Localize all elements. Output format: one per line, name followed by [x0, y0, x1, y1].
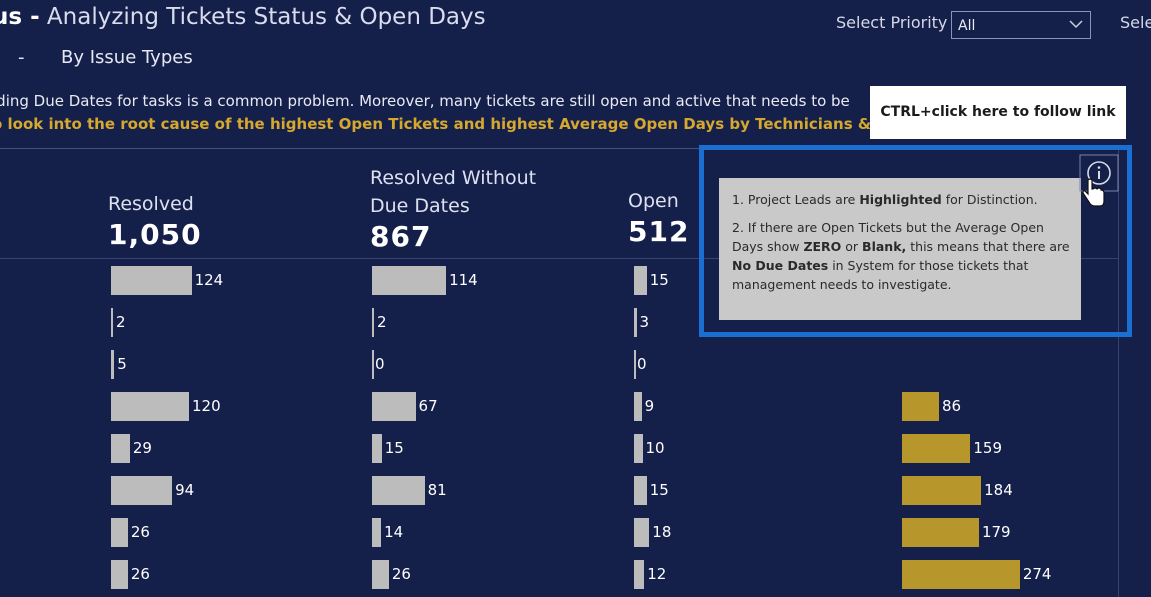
bar-resolved-without-due — [372, 350, 374, 379]
bar-value-label: 0 — [375, 355, 385, 373]
bar-value-label: 18 — [652, 523, 672, 541]
bar-value-label: 159 — [973, 439, 1002, 457]
bar-resolved — [111, 308, 113, 337]
bar-resolved — [111, 266, 192, 295]
bar-value-label: 2 — [116, 313, 126, 331]
priority-select[interactable]: All — [951, 11, 1091, 39]
bar-open — [634, 560, 645, 589]
bar-value-label: 124 — [194, 271, 224, 289]
bar-value-label: 94 — [175, 481, 195, 499]
hand-pointer-icon — [1082, 178, 1106, 214]
kpi-divider — [0, 258, 1118, 259]
bar-value-label: 15 — [384, 439, 404, 457]
bar-resolved-without-due — [372, 266, 447, 295]
page-title-bold: us - — [0, 4, 40, 30]
kpi-resolved-label: Resolved — [108, 193, 194, 215]
bar-resolved-without-due — [372, 392, 416, 421]
bar-value-label: 184 — [984, 481, 1013, 499]
link-tooltip: CTRL+click here to follow link — [870, 86, 1126, 139]
bar-resolved — [111, 560, 128, 589]
bar-value-label: 29 — [132, 439, 152, 457]
header-divider — [0, 148, 1118, 149]
bar-value-label: 12 — [647, 565, 667, 583]
bar-value-label: 26 — [130, 523, 150, 541]
bar-value-label: 14 — [384, 523, 404, 541]
bar-open — [634, 266, 647, 295]
bar-open — [634, 434, 643, 463]
description-line-2: o look into the root cause of the highes… — [0, 115, 908, 133]
bar-resolved — [111, 434, 130, 463]
bar-resolved-without-due — [372, 308, 374, 337]
chevron-down-icon — [1069, 20, 1083, 29]
bar-resolved — [111, 350, 115, 379]
subtitle-dash: - — [18, 47, 25, 68]
kpi-rwd-label-line2: Due Dates — [370, 195, 470, 217]
bar-avg-open-days — [902, 476, 982, 505]
kpi-rwd-label-line1: Resolved Without — [370, 167, 537, 189]
bar-value-label: 0 — [637, 355, 647, 373]
bar-value-label: 114 — [449, 271, 478, 289]
bar-open — [634, 476, 647, 505]
bar-value-label: 3 — [639, 313, 650, 331]
priority-select-value: All — [958, 18, 976, 34]
right-divider — [1118, 148, 1119, 597]
bar-value-label: 9 — [644, 397, 655, 415]
bar-resolved-without-due — [372, 560, 389, 589]
bar-avg-open-days — [902, 518, 979, 547]
bar-resolved — [111, 518, 128, 547]
bar-resolved — [111, 392, 189, 421]
kpi-open-label: Open — [628, 190, 679, 212]
bar-avg-open-days — [902, 392, 939, 421]
bar-resolved-without-due — [372, 476, 425, 505]
bar-avg-open-days — [902, 434, 971, 463]
bar-value-label: 67 — [418, 397, 438, 415]
page-title: us - Analyzing Tickets Status & Open Day… — [0, 4, 486, 30]
bar-value-label: 81 — [427, 481, 447, 499]
bar-value-label: 10 — [645, 439, 665, 457]
kpi-resolved-without-due: Resolved Without Due Dates 867 — [370, 164, 536, 253]
bar-value-label: 179 — [981, 523, 1011, 541]
bar-resolved-without-due — [372, 518, 382, 547]
page-title-text: Analyzing Tickets Status & Open Days — [39, 4, 486, 30]
info-tooltip-p2: 2. If there are Open Tickets but the Ave… — [732, 220, 1070, 292]
bar-open — [634, 392, 642, 421]
bar-value-label: 5 — [117, 355, 127, 373]
bar-value-label: 274 — [1022, 565, 1052, 583]
bar-value-label: 2 — [377, 313, 387, 331]
kpi-open-value: 512 — [628, 215, 690, 248]
kpi-rwd-value: 867 — [370, 220, 432, 253]
kpi-resolved: Resolved 1,050 — [108, 190, 202, 251]
next-filter-label: Sele — [1120, 13, 1151, 32]
bar-value-label: 15 — [649, 481, 669, 499]
bar-value-label: 15 — [649, 271, 669, 289]
priority-filter-label: Select Priority — [836, 13, 948, 32]
bar-resolved-without-due — [372, 434, 382, 463]
description-line-1: iding Due Dates for tasks is a common pr… — [0, 92, 850, 110]
highlight-frame — [699, 145, 1132, 337]
bar-value-label: 26 — [130, 565, 150, 583]
kpi-open: Open 512 — [628, 187, 689, 248]
kpi-resolved-value: 1,050 — [108, 218, 202, 251]
info-tooltip: 1. Project Leads are Highlighted for Dis… — [719, 178, 1081, 320]
bar-open — [634, 308, 637, 337]
bar-value-label: 120 — [192, 397, 221, 415]
page-subtitle: By Issue Types — [61, 47, 193, 68]
info-tooltip-p1: 1. Project Leads are Highlighted for Dis… — [732, 192, 1038, 207]
bar-value-label: 86 — [941, 397, 962, 415]
bar-resolved — [111, 476, 173, 505]
bar-avg-open-days — [902, 560, 1020, 589]
bar-open — [634, 518, 650, 547]
bar-open — [634, 350, 636, 379]
bar-value-label: 26 — [391, 565, 411, 583]
